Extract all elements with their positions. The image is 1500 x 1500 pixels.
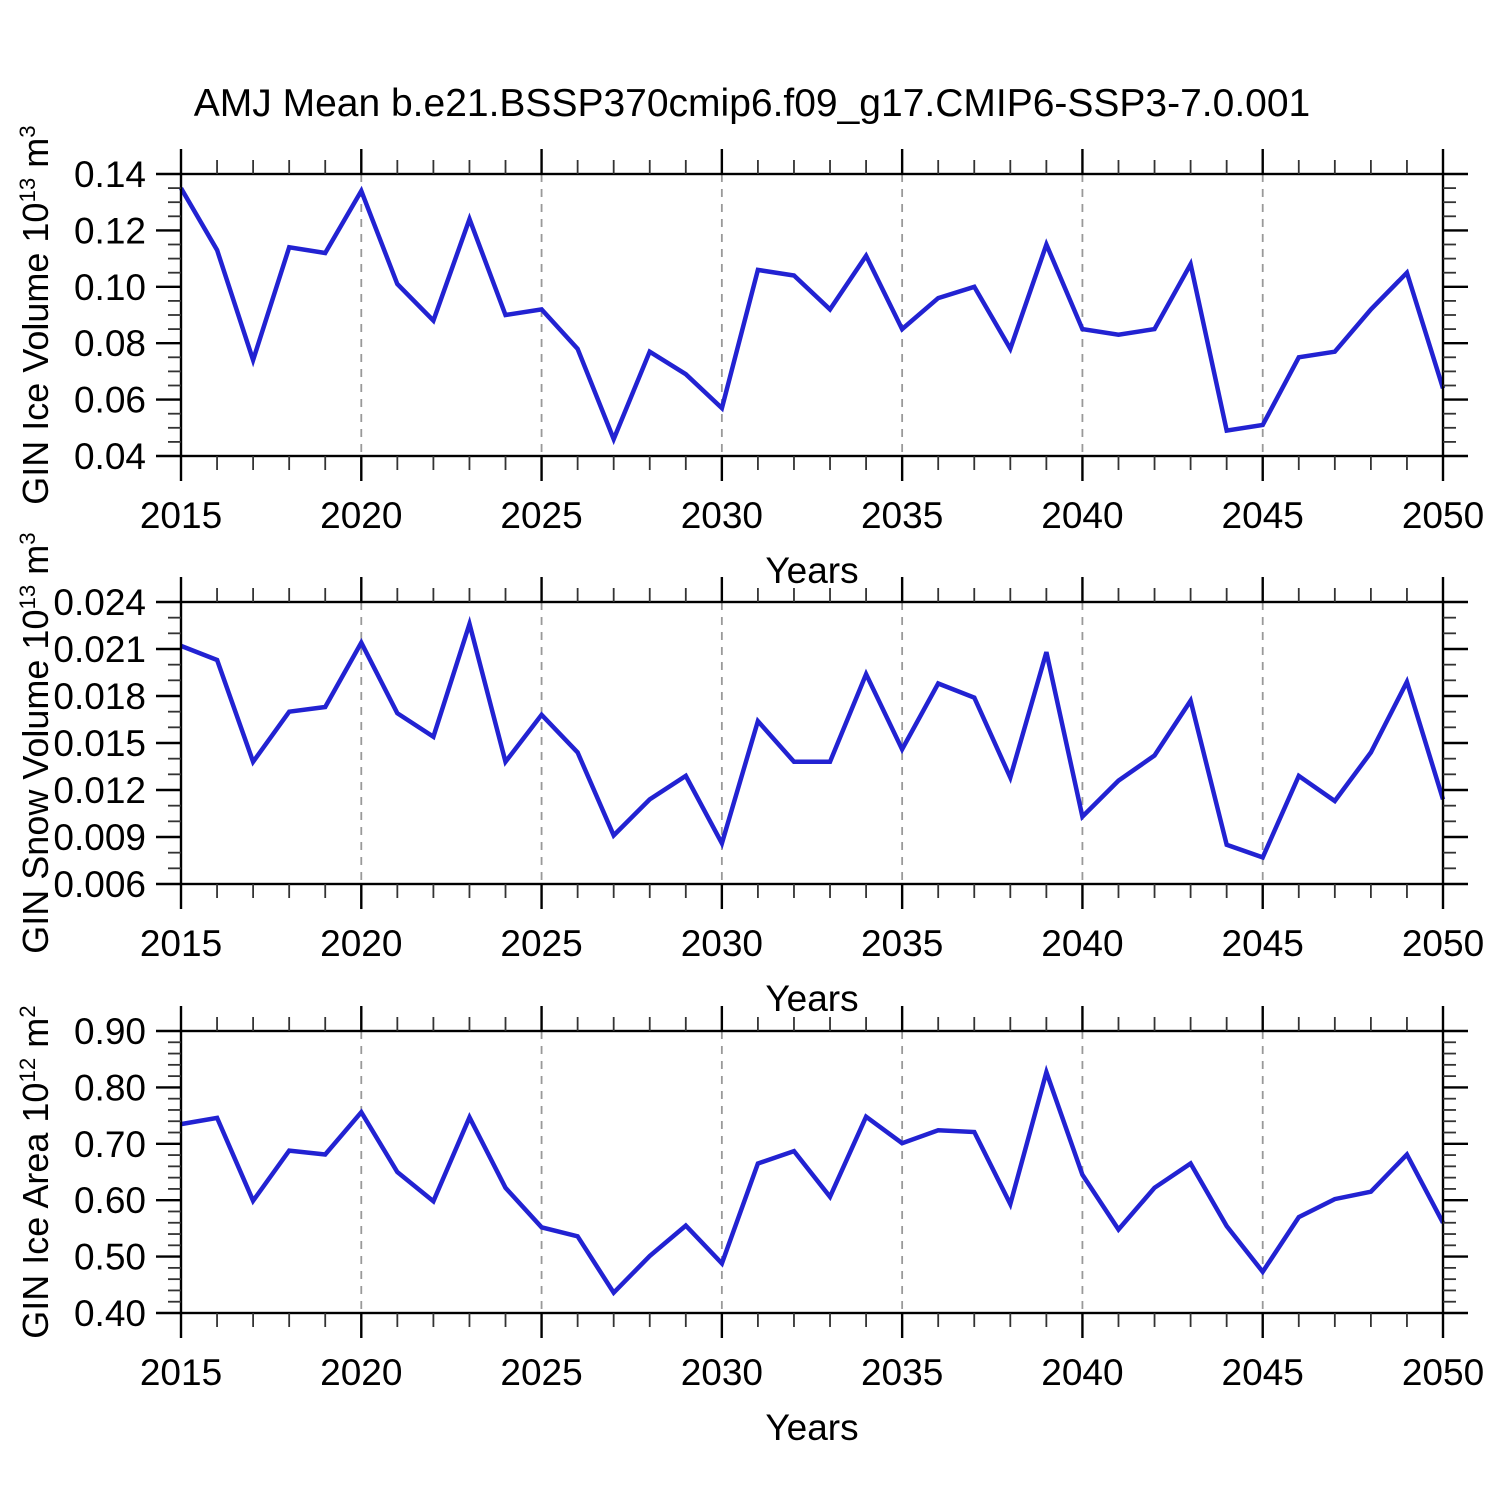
x-tick-labels: 2015 2020 2025 2030 2035 2040 2045 2050	[140, 495, 1484, 536]
y-tick-labels: 0.04 0.06 0.08 0.10 0.12 0.14	[74, 154, 146, 477]
plot-frame	[179, 600, 1445, 886]
y-tick-label: 0.08	[74, 323, 146, 364]
x-axis-title-top: Years	[765, 550, 859, 591]
y-tick-labels: 0.006 0.009 0.012 0.015 0.018 0.021 0.024	[53, 582, 146, 905]
y-axis-title-ice-area: GIN Ice Area 1012 m2	[15, 1005, 57, 1338]
y-tick-label: 0.015	[53, 723, 146, 764]
y-tick-label: 0.50	[74, 1237, 146, 1278]
y-tick-label: 0.12	[74, 210, 146, 251]
x-tick-label: 2015	[140, 923, 222, 964]
plot-frame	[179, 1029, 1445, 1315]
y-tick-label: 0.10	[74, 267, 146, 308]
x-tick-label: 2025	[500, 1352, 582, 1393]
chart-gin-ice-volume: 2015 2020 2025 2030 2035 2040 2045 2050 0.04 0.06…	[74, 149, 1484, 536]
x-tick-label: 2035	[861, 1352, 943, 1393]
x-tick-label: 2045	[1222, 1352, 1304, 1393]
y-axis-title-snow-volume: GIN Snow Volume 1013 m3	[15, 532, 57, 953]
x-ticks	[179, 149, 1445, 481]
y-axis-title-unit-exponent: 3	[15, 125, 40, 138]
series-line	[180, 1064, 1445, 1297]
chart-gin-ice-area: 2015 2020 2025 2030 2035 2040 2045 2050 0.40 0.50…	[74, 1006, 1484, 1393]
y-axis-title-exponent: 13	[15, 584, 40, 610]
y-axis-title-unit: m	[15, 1017, 56, 1058]
y-tick-label: 0.90	[74, 1011, 146, 1052]
y-ticks	[156, 1029, 1468, 1315]
y-axis-title-ice-volume: GIN Ice Volume 1013 m3	[15, 125, 57, 504]
series-line	[179, 185, 1446, 446]
x-tick-label: 2045	[1222, 923, 1304, 964]
y-axis-title-text: GIN Ice Volume 10	[15, 202, 56, 505]
x-tick-label: 2050	[1402, 923, 1484, 964]
y-tick-label: 0.80	[74, 1067, 146, 1108]
y-tick-label: 0.04	[74, 436, 146, 477]
y-tick-label: 0.006	[53, 864, 146, 905]
y-axis-title-text: GIN Snow Volume 10	[15, 609, 56, 954]
x-tick-label: 2025	[500, 923, 582, 964]
y-tick-label: 0.012	[53, 770, 146, 811]
y-tick-labels: 0.40 0.50 0.60 0.70 0.80 0.90	[74, 1011, 146, 1334]
y-tick-label: 0.009	[53, 817, 146, 858]
y-ticks	[156, 172, 1468, 458]
x-ticks	[179, 1006, 1445, 1338]
x-tick-label: 2030	[681, 495, 763, 536]
y-tick-label: 0.021	[53, 629, 146, 670]
x-tick-label: 2030	[681, 923, 763, 964]
gridlines	[360, 602, 1264, 884]
x-tick-label: 2040	[1041, 923, 1123, 964]
x-axis-title-middle: Years	[765, 978, 859, 1019]
x-tick-label: 2030	[681, 1352, 763, 1393]
x-tick-label: 2015	[140, 1352, 222, 1393]
y-axis-title-unit: m	[15, 544, 56, 585]
x-tick-label: 2020	[320, 923, 402, 964]
y-ticks	[156, 600, 1468, 886]
series-line	[180, 615, 1446, 861]
x-tick-label: 2035	[861, 495, 943, 536]
x-tick-label: 2050	[1402, 1352, 1484, 1393]
y-tick-label: 0.40	[74, 1293, 146, 1334]
x-tick-label: 2020	[320, 1352, 402, 1393]
figure-title: AMJ Mean b.e21.BSSP370cmip6.f09_g17.CMIP…	[193, 82, 1311, 125]
x-tick-label: 2015	[140, 495, 222, 536]
y-tick-label: 0.018	[53, 676, 146, 717]
y-tick-label: 0.14	[74, 154, 146, 195]
y-tick-label: 0.06	[74, 380, 146, 421]
x-tick-labels: 2015 2020 2025 2030 2035 2040 2045 2050	[140, 1352, 1484, 1393]
y-tick-label: 0.024	[53, 582, 146, 623]
y-tick-label: 0.70	[74, 1124, 146, 1165]
x-tick-labels: 2015 2020 2025 2030 2035 2040 2045 2050	[140, 923, 1484, 964]
y-axis-title-unit-exponent: 3	[15, 532, 40, 545]
x-tick-label: 2020	[320, 495, 402, 536]
y-axis-title-exponent: 13	[15, 177, 40, 203]
x-tick-label: 2050	[1402, 495, 1484, 536]
y-axis-title-exponent: 12	[15, 1057, 40, 1083]
x-tick-label: 2040	[1041, 1352, 1123, 1393]
y-tick-label: 0.60	[74, 1180, 146, 1221]
y-axis-title-text: GIN Ice Area 10	[15, 1082, 56, 1339]
x-axis-title-bottom: Years	[765, 1407, 859, 1448]
y-axis-title-unit-exponent: 2	[15, 1005, 40, 1018]
x-tick-label: 2035	[861, 923, 943, 964]
x-tick-label: 2045	[1222, 495, 1304, 536]
chart-gin-snow-volume: 2015 2020 2025 2030 2035 2040 2045 20500.0060.0…	[53, 577, 1484, 964]
gridlines	[360, 174, 1264, 456]
x-tick-label: 2040	[1041, 495, 1123, 536]
x-tick-label: 2025	[500, 495, 582, 536]
y-axis-title-unit: m	[15, 137, 56, 178]
x-ticks	[179, 577, 1445, 909]
